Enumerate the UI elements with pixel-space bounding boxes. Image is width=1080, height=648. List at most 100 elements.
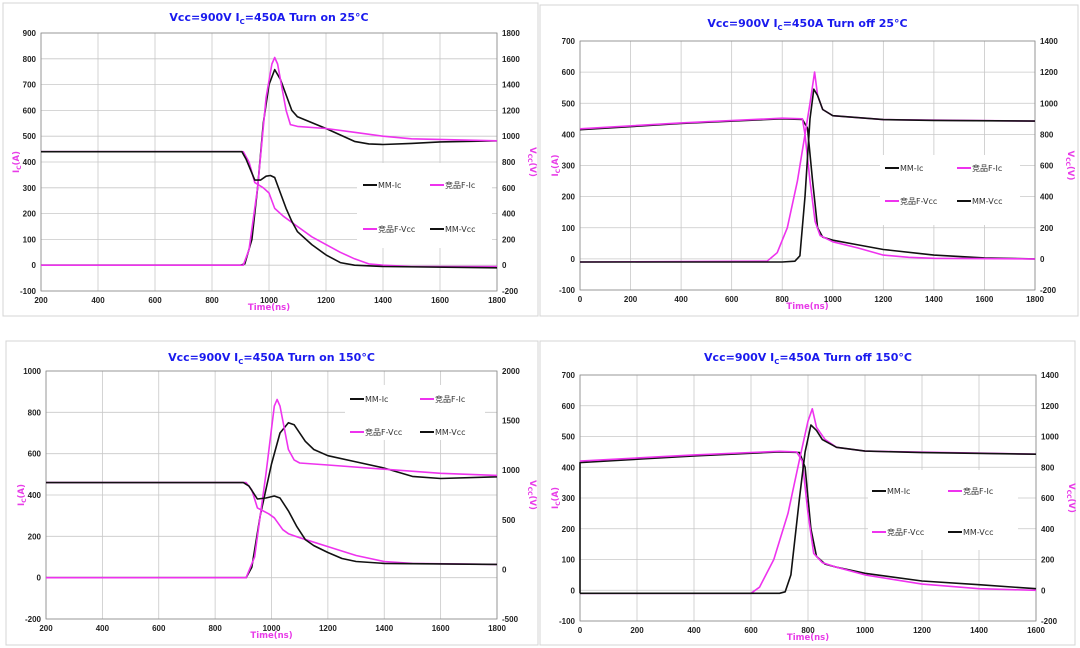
title-main: Vcc=900V I — [704, 351, 774, 364]
legend-item: 竞品F-Ic — [948, 486, 993, 496]
y-right-tick-label: 1400 — [1041, 371, 1059, 380]
x-tick-label: 600 — [152, 624, 166, 633]
title-subscript: C — [774, 358, 779, 366]
x-tick-label: 1000 — [856, 626, 874, 635]
y-right-tick-label: 1000 — [1041, 433, 1059, 442]
y-left-tick-label: 600 — [23, 106, 37, 115]
y-right-tick-label: 500 — [502, 516, 516, 525]
legend-label: MM-Ic — [365, 395, 388, 404]
y-left-axis-label: IC(A) — [17, 484, 28, 506]
y-right-tick-label: 400 — [1040, 193, 1054, 202]
x-tick-label: 600 — [148, 296, 162, 305]
x-tick-label: 200 — [34, 296, 48, 305]
y-left-tick-label: 900 — [23, 29, 37, 38]
x-tick-label: 800 — [776, 295, 790, 304]
x-axis-label: Time(ns) — [786, 302, 828, 312]
legend-label: MM-Ic — [900, 164, 923, 173]
y-right-tick-label: 2000 — [502, 367, 520, 376]
x-tick-label: 800 — [205, 296, 219, 305]
y-left-axis-label: IC(A) — [551, 154, 562, 176]
x-tick-label: 1800 — [488, 624, 506, 633]
plot-area — [40, 32, 498, 292]
x-tick-label: 800 — [801, 626, 815, 635]
legend-item: 竞品F-Ic — [430, 180, 475, 190]
legend-item: MM-Ic — [885, 164, 923, 173]
y-left-tick-label: 300 — [562, 494, 576, 503]
y-left-tick-label: 500 — [23, 132, 37, 141]
chart-4: 0 200 400 600 800 1000 1200 1400 1600-1000100200… — [539, 340, 1076, 646]
y-right-tick-label: 200 — [502, 235, 516, 244]
y-left-tick-label: 400 — [562, 130, 576, 139]
title-subscript: C — [238, 358, 243, 366]
legend-label: MM-Vcc — [445, 225, 476, 234]
title-rest: =450A Turn off 150°C — [779, 351, 912, 364]
series-line-MM-Vcc — [580, 88, 1036, 263]
y-left-tick-label: 0 — [32, 261, 37, 270]
y-right-tick-label: 0 — [1040, 255, 1045, 264]
y-left-tick-label: 700 — [23, 81, 37, 90]
y-right-tick-label: 1400 — [1040, 37, 1058, 46]
series-line-MM-Vcc — [41, 150, 498, 269]
x-tick-label: 400 — [96, 624, 110, 633]
legend-label: 竞品F-Vcc — [365, 427, 402, 437]
chart-2: 0 200 400 600 800 1000 1200 1400 1600 1800-100010… — [539, 4, 1079, 317]
y-right-tick-label: 800 — [502, 158, 516, 167]
chart-panel — [2, 2, 539, 317]
y-right-axis-label: VCC(V) — [1064, 151, 1075, 181]
chart-title: Vcc=900V IC=450A Turn on 25°C — [169, 11, 368, 26]
y-right-tick-label: 400 — [1041, 525, 1055, 534]
y-left-tick-label: 100 — [562, 224, 576, 233]
legend-item: 竞品F-Vcc — [363, 224, 415, 234]
legend-label: MM-Vcc — [963, 528, 994, 537]
y-right-tick-label: -200 — [1041, 617, 1058, 626]
x-tick-label: 1000 — [263, 624, 281, 633]
x-tick-label: 200 — [630, 626, 644, 635]
x-tick-label: 1600 — [976, 295, 994, 304]
y-left-axis-label: IC(A) — [551, 487, 562, 509]
series-line-竞品F-Ic — [41, 56, 498, 266]
y-left-tick-label: 600 — [28, 450, 42, 459]
y-right-tick-label: 1800 — [502, 29, 520, 38]
x-tick-label: 0 — [578, 295, 583, 304]
y-left-tick-label: 200 — [23, 210, 37, 219]
chart-title: Vcc=900V IC=450A Turn off 25°C — [707, 17, 907, 32]
y-left-tick-label: 600 — [562, 68, 576, 77]
y-left-tick-label: 800 — [28, 408, 42, 417]
legend-item: MM-Ic — [363, 181, 401, 190]
y-left-tick-label: 100 — [562, 556, 576, 565]
y-left-tick-label: 1000 — [23, 367, 41, 376]
y-left-tick-label: -100 — [559, 617, 576, 626]
y-right-tick-label: 400 — [502, 210, 516, 219]
legend-label: MM-Ic — [887, 487, 910, 496]
y-left-tick-label: 500 — [562, 99, 576, 108]
series-line-竞品F-Ic — [46, 398, 498, 579]
x-tick-label: 200 — [39, 624, 53, 633]
legend-label: 竞品F-Ic — [445, 180, 475, 190]
legend-item: 竞品F-Ic — [420, 394, 465, 404]
y-right-tick-label: -200 — [502, 287, 519, 296]
plot-area — [579, 40, 1036, 291]
x-tick-label: 1600 — [432, 624, 450, 633]
y-left-tick-label: 100 — [23, 235, 37, 244]
chart-title: Vcc=900V IC=450A Turn on 150°C — [168, 351, 375, 366]
x-tick-label: 0 — [578, 626, 583, 635]
y-right-tick-label: 200 — [1041, 556, 1055, 565]
y-right-tick-label: 1200 — [1040, 68, 1058, 77]
legend-label: 竞品F-Vcc — [378, 224, 415, 234]
x-tick-label: 1200 — [913, 626, 931, 635]
x-tick-label: 1600 — [1027, 626, 1045, 635]
title-subscript: C — [240, 18, 245, 26]
legend-item: MM-Vcc — [957, 197, 1003, 206]
legend-item: MM-Vcc — [948, 528, 994, 537]
y-right-axis-label: VCC(V) — [526, 480, 537, 510]
x-tick-label: 1400 — [925, 295, 943, 304]
y-left-tick-label: -100 — [559, 286, 576, 295]
y-right-tick-label: 0 — [1041, 586, 1046, 595]
legend-item: 竞品F-Vcc — [885, 196, 937, 206]
y-left-tick-label: 600 — [562, 402, 576, 411]
y-left-tick-label: 300 — [23, 184, 37, 193]
y-right-tick-label: 200 — [1040, 224, 1054, 233]
x-axis-label: Time(ns) — [787, 633, 829, 643]
x-tick-label: 1200 — [874, 295, 892, 304]
series-line-MM-Vcc — [46, 481, 498, 566]
